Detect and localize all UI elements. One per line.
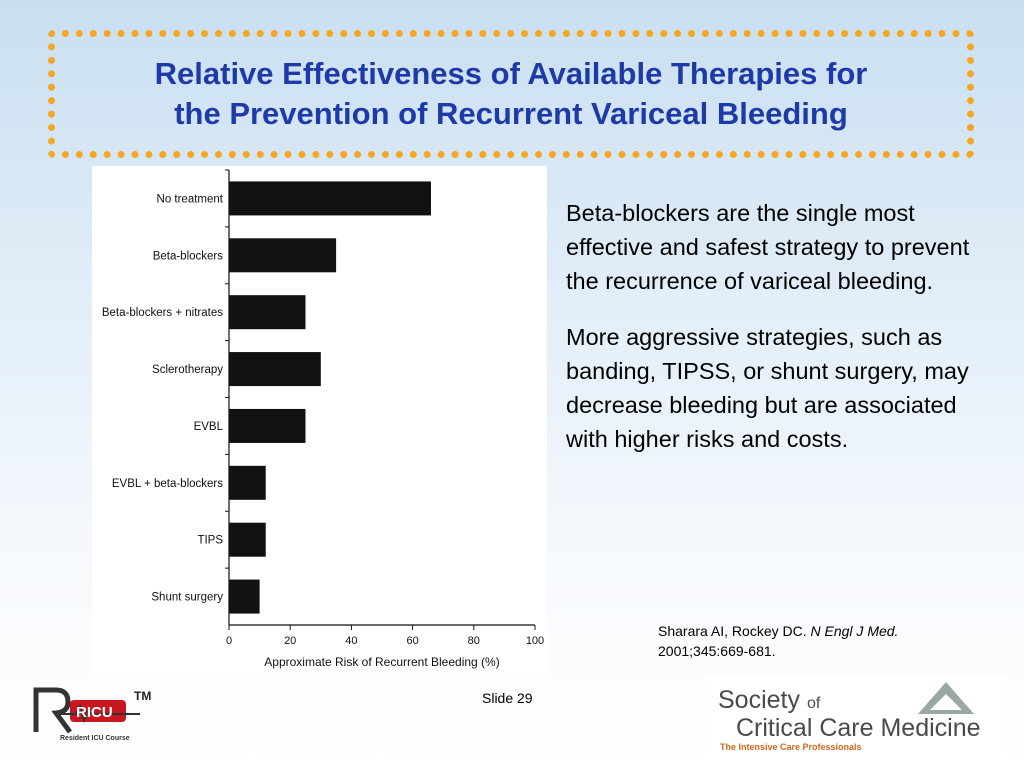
body-paragraph-1: Beta-blockers are the single most effect…: [566, 200, 970, 294]
ricu-logo-text: RICU: [76, 704, 113, 721]
citation-journal: N Engl J Med.: [810, 623, 899, 639]
x-tick-label: 100: [526, 635, 544, 647]
x-tick-label: 60: [406, 635, 418, 647]
body-text: Beta-blockers are the single most effect…: [566, 196, 986, 478]
category-label: EVBL: [194, 421, 224, 433]
x-tick-label: 80: [468, 635, 480, 647]
category-label: EVBL + beta-blockers: [112, 478, 223, 490]
sccm-line-2: Critical Care Medicine: [736, 714, 981, 742]
body-paragraph-2: More aggressive strategies, such as band…: [566, 324, 969, 452]
ricu-logo-graphic: RICU TM Resident ICU Course: [33, 687, 151, 742]
bar-beta-blockers: [229, 238, 337, 273]
x-tick-label: 0: [226, 635, 232, 647]
category-label: Beta-blockers: [153, 250, 224, 262]
bar-tips: [229, 522, 266, 557]
citation-details: 2001;345:669-681.: [658, 643, 776, 659]
ricu-subtitle: Resident ICU Course: [60, 735, 130, 742]
ricu-logo: RICU TM Resident ICU Course: [30, 680, 170, 744]
bar-evbl-beta-blockers: [229, 465, 266, 500]
x-tick-label: 20: [284, 635, 296, 647]
ricu-r-letter: [33, 687, 73, 734]
bar-chart-svg: No treatment Beta-blockers Beta-blockers +…: [102, 169, 544, 669]
slide-number: Slide 29: [482, 690, 533, 706]
ricu-pulse-line: [60, 703, 140, 724]
bar-chart: No treatment Beta-blockers Beta-blockers +…: [92, 166, 547, 674]
category-label: Beta-blockers + nitrates: [102, 307, 223, 319]
sccm-triangle-icon: [918, 682, 974, 714]
sccm-society: Society: [718, 686, 800, 714]
citation: Sharara AI, Rockey DC. N Engl J Med. 200…: [658, 621, 978, 661]
category-label: Shunt surgery: [151, 592, 223, 604]
bar-beta-blockers-nitrates: [229, 295, 306, 330]
slide-title-line-1: Relative Effectiveness of Available Ther…: [154, 56, 868, 91]
bar-shunt-surgery: [229, 579, 260, 614]
title-frame: Relative Effectiveness of Available Ther…: [48, 30, 974, 158]
ricu-tm: TM: [134, 689, 151, 703]
sccm-tagline: The Intensive Care Professionals: [720, 742, 862, 752]
sccm-line-1: Society of: [718, 686, 820, 715]
category-label: No treatment: [157, 193, 224, 205]
sccm-of: of: [806, 695, 821, 712]
x-tick-label: 40: [345, 635, 357, 647]
x-axis-title: Approximate Risk of Recurrent Bleeding (…: [264, 655, 499, 669]
category-label: Sclerotherapy: [152, 364, 223, 376]
bar-evbl: [229, 408, 306, 443]
citation-authors: Sharara AI, Rockey DC.: [658, 623, 807, 639]
slide-title-line-2: the Prevention of Recurrent Variceal Ble…: [174, 96, 848, 131]
category-label: TIPS: [197, 535, 223, 547]
bar-sclerotherapy: [229, 352, 321, 387]
bar-no-treatment: [229, 181, 431, 216]
sccm-logo: Society of Critical Care Medicine The In…: [706, 676, 1006, 756]
